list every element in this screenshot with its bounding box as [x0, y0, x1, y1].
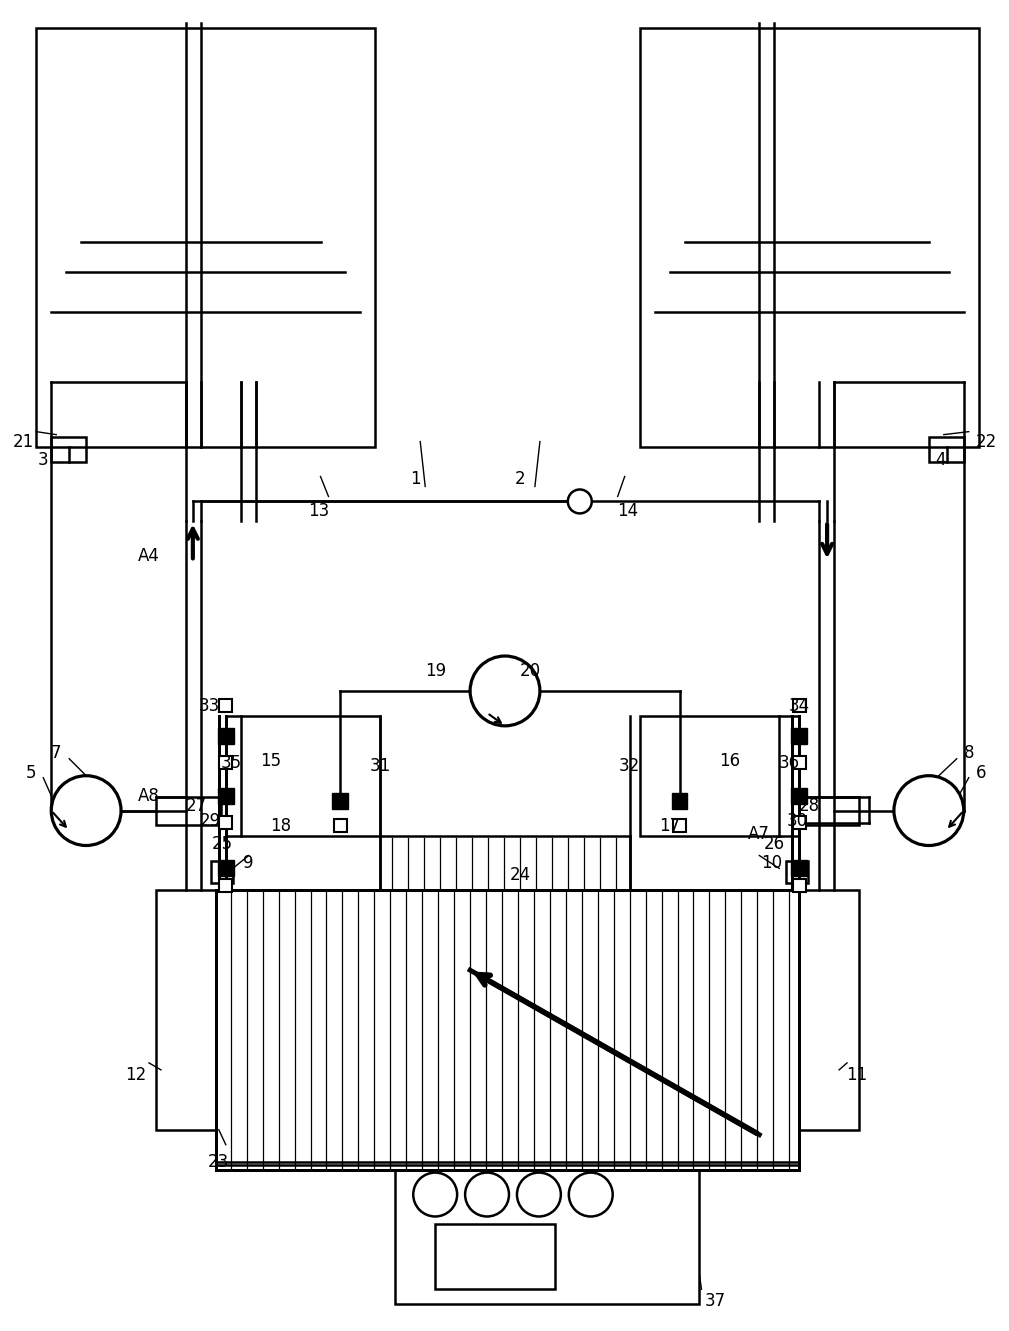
Bar	[799, 797, 859, 825]
Circle shape	[894, 776, 964, 845]
Text: 13: 13	[308, 502, 329, 520]
Bar	[435, 1225, 555, 1290]
Text: 5: 5	[26, 764, 36, 781]
Text: 16: 16	[718, 752, 740, 769]
Text: 15: 15	[260, 752, 282, 769]
Bar	[791, 728, 807, 744]
Bar	[219, 699, 232, 712]
Text: 28: 28	[798, 797, 819, 815]
Text: 9: 9	[243, 855, 254, 872]
Bar	[640, 28, 979, 447]
Text: 22: 22	[976, 433, 997, 451]
Bar	[333, 793, 348, 809]
Text: 30: 30	[787, 812, 808, 829]
Bar	[380, 836, 630, 890]
Text: 8: 8	[964, 744, 974, 761]
Bar	[672, 793, 687, 809]
Text: 26: 26	[764, 835, 785, 853]
Text: 4: 4	[935, 451, 946, 469]
Circle shape	[465, 1173, 509, 1217]
Bar	[396, 1170, 699, 1304]
Bar	[36, 28, 375, 447]
Circle shape	[51, 776, 121, 845]
Bar	[218, 728, 234, 744]
Text: A7: A7	[749, 824, 770, 843]
Circle shape	[569, 1173, 612, 1217]
Text: 1: 1	[410, 470, 421, 487]
Text: 37: 37	[705, 1292, 726, 1310]
Text: 2: 2	[515, 470, 526, 487]
Bar	[241, 716, 380, 836]
Text: 20: 20	[520, 662, 541, 680]
Bar	[799, 890, 859, 1130]
Circle shape	[517, 1173, 561, 1217]
Text: 35: 35	[220, 753, 241, 772]
Bar	[793, 816, 805, 829]
Text: 33: 33	[198, 697, 219, 715]
Bar	[673, 819, 686, 832]
Text: 11: 11	[847, 1066, 868, 1083]
Text: A4: A4	[138, 547, 159, 566]
Circle shape	[414, 1173, 457, 1217]
Circle shape	[568, 490, 591, 514]
Text: 12: 12	[125, 1066, 146, 1083]
Text: 14: 14	[618, 502, 639, 520]
Text: 29: 29	[200, 812, 221, 829]
Text: 21: 21	[13, 433, 34, 451]
Text: 31: 31	[369, 757, 390, 775]
Bar	[791, 788, 807, 804]
Bar	[334, 819, 347, 832]
Text: 17: 17	[659, 816, 680, 835]
Bar	[218, 860, 234, 876]
Bar	[786, 861, 808, 884]
Bar	[219, 816, 232, 829]
Text: 7: 7	[51, 744, 62, 761]
Bar	[640, 716, 779, 836]
Text: 25: 25	[212, 835, 233, 853]
Text: A8: A8	[138, 787, 159, 805]
Text: 6: 6	[976, 764, 986, 781]
Bar	[219, 878, 232, 892]
Text: 27: 27	[186, 797, 207, 815]
Text: 24: 24	[510, 866, 531, 884]
Bar	[218, 788, 234, 804]
Text: 18: 18	[270, 816, 292, 835]
Text: 23: 23	[208, 1153, 229, 1171]
Text: 36: 36	[779, 753, 800, 772]
Text: 19: 19	[425, 662, 446, 680]
Bar	[219, 756, 232, 769]
Bar	[156, 797, 221, 825]
Bar	[156, 890, 216, 1130]
Text: 32: 32	[620, 757, 641, 775]
Bar	[793, 878, 805, 892]
Bar	[211, 861, 233, 884]
Bar	[51, 437, 86, 462]
Bar	[791, 860, 807, 876]
Text: 10: 10	[761, 855, 782, 872]
Circle shape	[470, 656, 540, 725]
Bar	[793, 756, 805, 769]
Text: 34: 34	[789, 697, 810, 715]
Bar	[929, 437, 964, 462]
Bar	[793, 699, 805, 712]
Bar	[216, 890, 799, 1170]
Text: 3: 3	[38, 451, 48, 469]
